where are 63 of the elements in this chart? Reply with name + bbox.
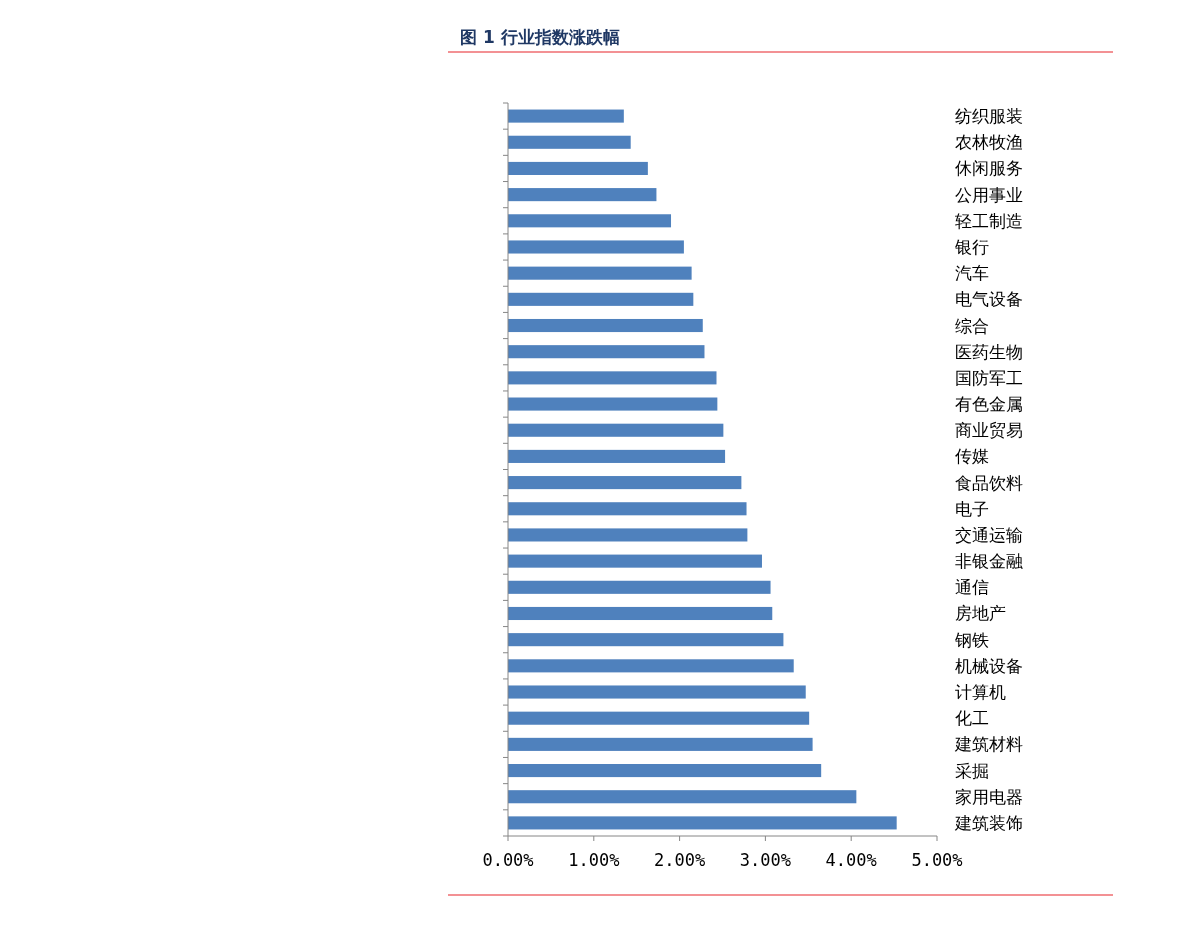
y-tick-label: 采掘 bbox=[955, 760, 989, 781]
y-tick-label: 家用电器 bbox=[955, 786, 1023, 807]
x-tick-label: 3.00% bbox=[739, 850, 791, 870]
y-tick-label: 钢铁 bbox=[954, 629, 989, 650]
y-tick-label: 交通运输 bbox=[955, 524, 1023, 545]
y-tick-label: 非银金融 bbox=[955, 551, 1023, 572]
bar bbox=[508, 266, 692, 280]
bar bbox=[508, 685, 806, 699]
y-tick-label: 纺织服装 bbox=[955, 106, 1023, 127]
bar bbox=[508, 449, 726, 463]
y-tick-label: 通信 bbox=[955, 577, 989, 598]
y-tick-label: 轻工制造 bbox=[955, 210, 1023, 231]
x-tick-label: 2.00% bbox=[654, 850, 706, 870]
y-tick-label: 计算机 bbox=[955, 682, 1006, 703]
bar bbox=[508, 528, 748, 542]
bar bbox=[508, 659, 794, 673]
x-tick-label: 4.00% bbox=[825, 850, 877, 870]
y-tick-label: 食品饮料 bbox=[955, 472, 1023, 493]
chart-title: 图 1 行业指数涨跌幅 bbox=[460, 27, 620, 47]
y-tick-label: 建筑装饰 bbox=[954, 812, 1023, 833]
bar bbox=[508, 135, 631, 149]
y-tick-label: 银行 bbox=[954, 236, 989, 257]
bar bbox=[508, 161, 648, 175]
y-tick-label: 房地产 bbox=[955, 603, 1006, 624]
y-tick-label: 公用事业 bbox=[955, 184, 1023, 205]
bar bbox=[508, 737, 813, 751]
x-tick-label: 5.00% bbox=[911, 850, 963, 870]
bar bbox=[508, 764, 822, 778]
bar bbox=[508, 790, 857, 804]
bar bbox=[508, 711, 810, 725]
y-tick-label: 综合 bbox=[955, 315, 989, 336]
y-tick-label: 建筑材料 bbox=[954, 734, 1023, 755]
y-tick-label: 国防军工 bbox=[955, 367, 1023, 388]
y-tick-label: 电子 bbox=[955, 498, 989, 519]
bar bbox=[508, 633, 784, 647]
bar bbox=[508, 188, 657, 202]
bar bbox=[508, 318, 703, 333]
y-tick-label: 化工 bbox=[955, 708, 989, 729]
x-tick-label: 0.00% bbox=[482, 850, 534, 870]
bar bbox=[508, 816, 897, 830]
bar bbox=[508, 554, 762, 568]
bar bbox=[508, 371, 717, 385]
bar bbox=[508, 345, 705, 359]
x-tick-label: 1.00% bbox=[568, 850, 620, 870]
bar bbox=[508, 109, 624, 123]
y-tick-label: 有色金属 bbox=[955, 394, 1023, 415]
y-tick-label: 休闲服务 bbox=[955, 158, 1023, 179]
bar bbox=[508, 240, 684, 254]
y-tick-label: 农林牧渔 bbox=[955, 132, 1023, 153]
bar bbox=[508, 580, 771, 594]
y-tick-label: 机械设备 bbox=[955, 655, 1023, 676]
y-tick-label: 汽车 bbox=[955, 263, 989, 284]
bar bbox=[508, 606, 773, 621]
bar bbox=[508, 476, 742, 490]
y-tick-label: 电气设备 bbox=[955, 289, 1023, 310]
bar bbox=[508, 423, 724, 437]
y-tick-label: 医药生物 bbox=[955, 341, 1023, 362]
y-tick-label: 商业贸易 bbox=[955, 420, 1023, 441]
bar bbox=[508, 292, 694, 306]
y-tick-label: 传媒 bbox=[955, 446, 989, 467]
bar bbox=[508, 397, 718, 411]
bar bbox=[508, 502, 747, 516]
bar bbox=[508, 214, 672, 228]
